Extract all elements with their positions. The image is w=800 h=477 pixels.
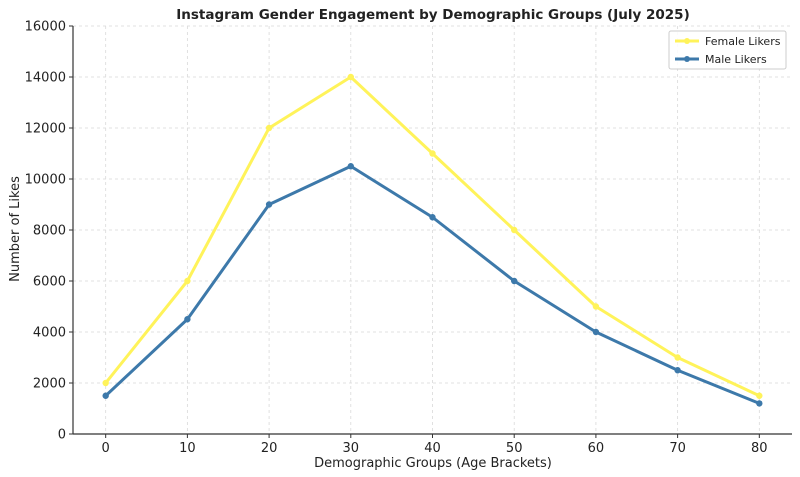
male-likers-point (184, 316, 191, 323)
y-tick-label: 8000 (33, 224, 66, 239)
y-tick-label: 6000 (33, 275, 66, 290)
series-layer (102, 73, 763, 407)
male-likers-point (756, 400, 763, 407)
male-likers-point (429, 214, 436, 221)
female-likers-point (756, 392, 763, 399)
x-tick-label: 10 (179, 441, 196, 456)
y-axis-ticks: 0 2000 4000 6000 8000 10000 12000 14000 16000 (25, 20, 73, 443)
x-tick-label: 40 (424, 441, 441, 456)
x-tick-label: 50 (506, 441, 523, 456)
x-tick-label: 20 (261, 441, 278, 456)
x-tick-label: 70 (669, 441, 686, 456)
male-likers-point (511, 277, 518, 285)
y-tick-label: 16000 (25, 20, 66, 35)
y-tick-label: 2000 (33, 377, 66, 392)
male-likers-point (592, 328, 600, 336)
legend: Female Likers Male Likers (668, 30, 787, 70)
x-axis-title: Demographic Groups (Age Brackets) (314, 456, 552, 471)
male-likers-point (102, 392, 109, 399)
male-likers-legend-marker (684, 56, 690, 62)
female-likers-point (347, 73, 354, 81)
female-likers-legend-marker (684, 38, 690, 44)
female-likers-point (429, 150, 436, 157)
y-tick-label: 4000 (33, 326, 66, 341)
x-tick-label: 60 (588, 441, 605, 456)
male-likers-legend-label: Male Likers (705, 53, 767, 66)
y-tick-label: 0 (58, 428, 66, 443)
male-likers-point (347, 163, 354, 170)
x-tick-label: 30 (343, 441, 360, 456)
female-likers-point (592, 303, 600, 310)
y-tick-label: 12000 (25, 122, 66, 137)
x-tick-label: 0 (102, 441, 110, 456)
chart-title: Instagram Gender Engagement by Demograph… (176, 7, 689, 23)
y-tick-label: 14000 (25, 71, 66, 86)
female-likers-point (511, 226, 518, 234)
y-axis-title: Number of Likes (8, 176, 23, 282)
x-axis-ticks: 0 10 20 30 40 50 60 70 80 (102, 434, 768, 456)
male-likers-point (265, 201, 273, 208)
x-tick-label: 80 (751, 441, 768, 456)
female-likers-point (184, 277, 191, 285)
male-likers-point (674, 367, 681, 374)
female-likers-point (674, 354, 681, 361)
y-tick-label: 10000 (25, 173, 66, 188)
female-likers-legend-label: Female Likers (705, 35, 781, 48)
grid (73, 25, 792, 435)
female-likers-point (102, 379, 109, 387)
female-likers-point (265, 124, 273, 132)
